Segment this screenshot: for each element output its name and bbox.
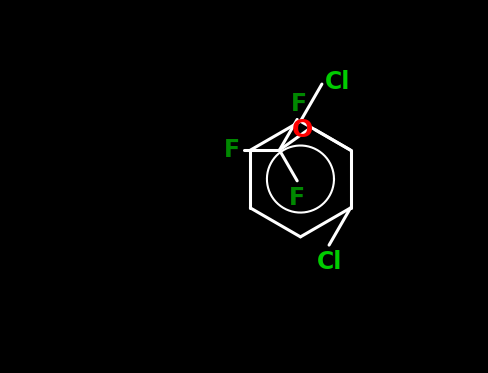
Text: F: F	[223, 138, 239, 162]
Text: F: F	[288, 186, 305, 210]
Text: F: F	[290, 92, 306, 116]
Text: O: O	[291, 117, 312, 142]
Text: Cl: Cl	[324, 70, 349, 94]
Text: Cl: Cl	[316, 250, 341, 273]
